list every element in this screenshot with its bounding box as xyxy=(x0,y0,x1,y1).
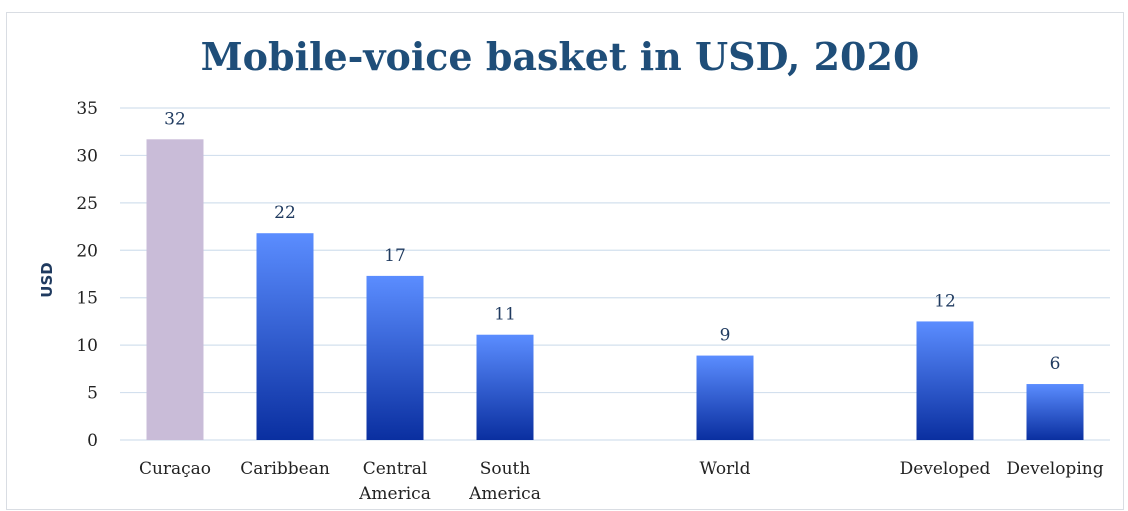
bar xyxy=(476,334,534,440)
category-label: Developing xyxy=(1006,459,1103,479)
category-label: South xyxy=(480,459,531,479)
chart-title: Mobile-voice basket in USD, 2020 xyxy=(201,34,920,79)
y-tick-label: 30 xyxy=(76,146,98,166)
bar xyxy=(1026,384,1084,440)
value-label: 6 xyxy=(1050,354,1061,374)
bar xyxy=(916,321,974,440)
category-label: America xyxy=(358,484,431,504)
category-label: World xyxy=(700,459,751,479)
category-label: America xyxy=(468,484,541,504)
bar xyxy=(256,233,314,440)
value-label: 22 xyxy=(274,203,296,223)
category-label: Curaçao xyxy=(139,459,211,479)
category-labels: Curaçao Caribbean Central America South Ameri… xyxy=(139,459,1104,504)
y-tick-label: 0 xyxy=(87,431,98,451)
category-label: Central xyxy=(363,459,428,479)
y-tick-label: 15 xyxy=(76,289,98,309)
y-axis-label: USD xyxy=(38,262,56,297)
bars xyxy=(146,139,1084,440)
value-label: 11 xyxy=(494,305,516,325)
category-label: Developed xyxy=(900,459,991,479)
y-tick-label: 20 xyxy=(76,241,98,261)
value-label: 12 xyxy=(934,291,956,311)
y-tick-label: 5 xyxy=(87,384,98,404)
bar xyxy=(146,139,204,440)
value-labels: 32 22 17 11 9 12 6 xyxy=(164,109,1060,374)
category-label: Caribbean xyxy=(240,459,330,479)
value-label: 9 xyxy=(720,326,731,346)
y-tick-label: 35 xyxy=(76,99,98,119)
value-label: 32 xyxy=(164,109,186,129)
value-label: 17 xyxy=(384,246,406,266)
y-tick-label: 25 xyxy=(76,194,98,214)
bar xyxy=(366,275,424,440)
y-tick-labels: 0 5 10 15 20 25 30 35 xyxy=(76,99,98,451)
bar xyxy=(696,355,754,440)
y-tick-label: 10 xyxy=(76,336,98,356)
